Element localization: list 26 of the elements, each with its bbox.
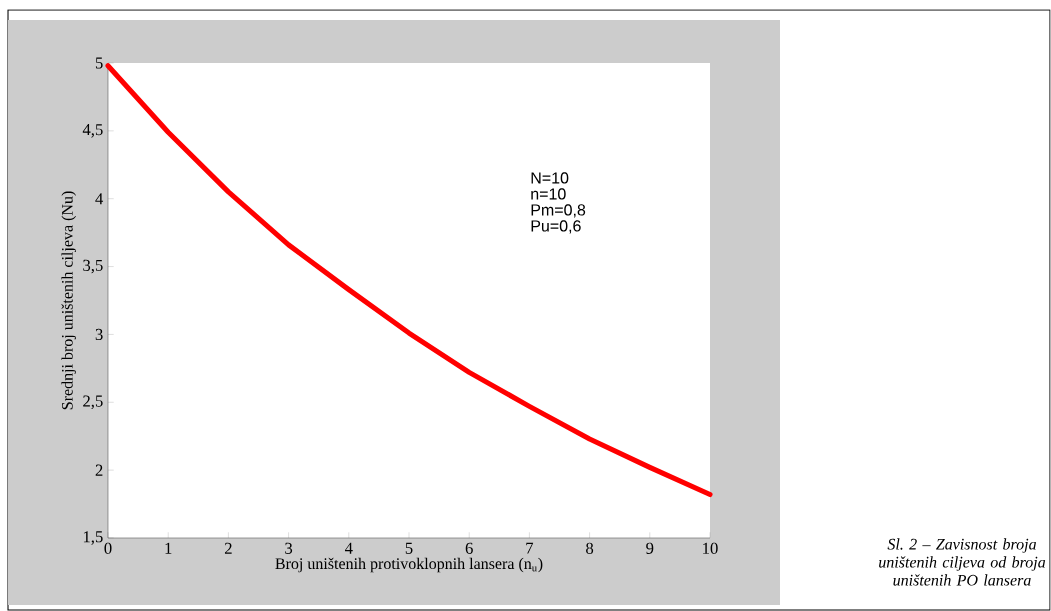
annotation: n=10 [531,188,566,200]
x-tick-label: 10 [703,542,718,554]
y-axis-title: Srednji broj uništenih ciljeva (Nu) [61,191,76,410]
y-tick-label: 2 [95,464,103,476]
text: Sl. 2 – Zavisnost broja uništenih ciljeva od broja uništenih PO lansera [879,538,1046,586]
x-tick-label: 8 [586,542,594,554]
y-tick-label: 4 [95,193,104,205]
x-tick-label: 6 [465,542,473,554]
annotation: Pm=0,8 [531,204,586,218]
y-tick-label: 3,5 [83,259,103,274]
annotation: Pu=0,6 [531,220,581,234]
y-tick-label: 5 [95,57,103,69]
x-tick-label: 1 [165,542,172,554]
x-tick-label: 3 [285,542,293,554]
y-tick-label: 3 [95,328,103,341]
x-tick-label: 2 [224,542,232,554]
x-tick-label: 4 [344,542,353,554]
x-tick-label: 9 [646,542,654,554]
x-tick-label: 0 [104,542,112,554]
y-tick-label: 2,5 [83,395,103,410]
x-tick-label: 5 [405,542,413,554]
x-axis-title: Broj uništenih protivoklopnih lansera (n$_{u}$) [275,557,543,573]
y-tick-label: 4,5 [82,124,103,138]
x-tick-label: 7 [526,542,534,554]
y-tick-label: 1,5 [83,531,103,545]
annotation: N=10 [531,172,569,184]
